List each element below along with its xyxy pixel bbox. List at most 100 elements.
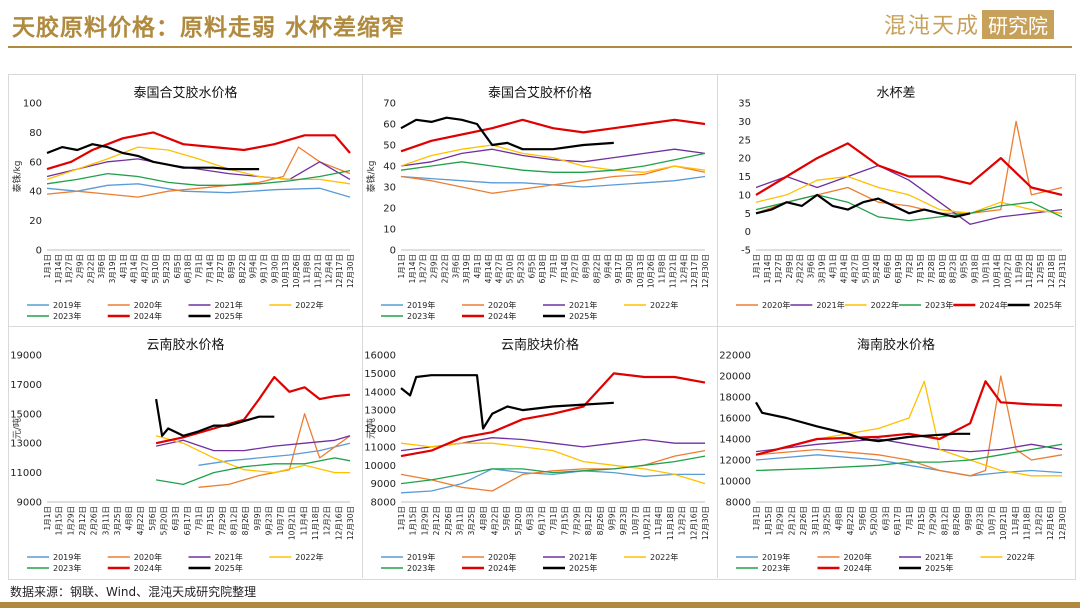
y-tick-label: 40 xyxy=(383,162,396,173)
x-tick-label: 10月13日 xyxy=(281,254,290,288)
x-tick-label: 2月22日 xyxy=(86,254,95,283)
x-tick-label: 6月18日 xyxy=(538,254,547,283)
series-line-2023 xyxy=(46,169,351,186)
series-line-2023 xyxy=(400,455,706,485)
legend-label: 2021年 xyxy=(215,552,243,562)
y-tick-label: 9000 xyxy=(17,498,42,509)
x-tick-label: 10月13日 xyxy=(636,254,645,288)
y-tick-label: 20 xyxy=(738,154,751,165)
y-tick-label: 35 xyxy=(738,99,751,110)
x-tick-label: 2月9日 xyxy=(430,254,439,279)
legend-label: 2025年 xyxy=(569,311,597,321)
x-tick-label: 11月18日 xyxy=(666,506,675,540)
x-tick-label: 4月1日 xyxy=(473,254,482,279)
x-tick-label: 6月17日 xyxy=(537,506,546,535)
x-tick-label: 5月23日 xyxy=(516,254,525,283)
x-tick-label: 4月14日 xyxy=(839,254,848,283)
x-tick-label: 12月2日 xyxy=(1034,506,1043,535)
x-tick-label: 3月25日 xyxy=(823,506,832,535)
x-tick-label: 7月27日 xyxy=(571,254,580,283)
chart-title: 水杯差 xyxy=(876,86,915,101)
legend-label: 2020年 xyxy=(488,552,516,562)
x-tick-label: 2月26日 xyxy=(90,506,99,535)
x-tick-label: 3月11日 xyxy=(455,506,464,535)
legend-item: 2022年 xyxy=(844,300,899,310)
x-tick-label: 5月10日 xyxy=(506,254,515,283)
x-tick-label: 12月17日 xyxy=(690,254,699,288)
legend-item: 2021年 xyxy=(790,300,845,310)
y-tick-label: 20000 xyxy=(719,372,751,383)
x-tick-label: 1月27日 xyxy=(65,254,74,283)
legend-item: 2024年 xyxy=(107,563,162,573)
series-line-2019 xyxy=(400,468,705,494)
x-tick-label: 10月26日 xyxy=(647,254,656,288)
series-line-2024 xyxy=(755,142,1063,196)
x-tick-label: 3月11日 xyxy=(101,506,110,535)
x-tick-label: 10月21日 xyxy=(643,506,652,540)
legend-item: 2020年 xyxy=(817,552,872,562)
x-tick-label: 4月27日 xyxy=(140,254,149,283)
legend-label: 2019年 xyxy=(407,300,435,310)
x-tick-label: 8月12日 xyxy=(229,506,238,535)
series-line-2024 xyxy=(755,380,1063,456)
y-tick-label: 80 xyxy=(29,128,42,139)
x-tick-label: 8月12日 xyxy=(584,506,593,535)
x-tick-label: 7月27日 xyxy=(216,254,225,283)
legend-item: 2024年 xyxy=(953,300,1008,310)
x-tick-label: 1月29日 xyxy=(420,506,429,535)
x-tick-label: 7月1日 xyxy=(195,506,204,531)
x-tick-label: 1月1日 xyxy=(397,254,406,279)
legend-label: 2022年 xyxy=(650,552,678,562)
x-tick-label: 3月11日 xyxy=(811,506,820,535)
legend-label: 2020年 xyxy=(488,300,516,310)
series-line-2021 xyxy=(155,435,351,452)
x-tick-label: 5月10日 xyxy=(151,254,160,283)
x-tick-label: 5月20日 xyxy=(160,506,169,535)
y-tick-label: 12000 xyxy=(719,456,751,467)
legend-item: 2019年 xyxy=(27,552,81,562)
legend-item: 2023年 xyxy=(381,311,435,321)
legend-item: 2021年 xyxy=(188,552,243,562)
x-tick-label: 10月21日 xyxy=(999,506,1008,540)
legend-label: 2021年 xyxy=(816,300,844,310)
y-tick-label: 19000 xyxy=(10,351,42,362)
y-tick-label: 17000 xyxy=(10,380,42,391)
x-tick-label: 10月26日 xyxy=(292,254,301,288)
x-tick-label: 11月4日 xyxy=(299,506,308,535)
legend-label: 2025年 xyxy=(569,563,597,573)
series-line-2023 xyxy=(400,152,706,173)
x-tick-label: 12月30日 xyxy=(1058,506,1067,540)
series-line-2025 xyxy=(755,401,971,443)
x-tick-label: 6月3日 xyxy=(881,506,890,531)
x-tick-label: 6月3日 xyxy=(171,506,180,531)
page-title: 天胶原料价格：原料走弱 水杯差缩窄 xyxy=(12,14,406,41)
series-line-2024 xyxy=(155,375,351,445)
legend-label: 2024年 xyxy=(844,563,872,573)
x-tick-label: 12月16日 xyxy=(1046,506,1055,540)
legend-item: 2025年 xyxy=(543,311,597,321)
x-tick-label: 10月7日 xyxy=(631,506,640,535)
x-tick-label: 1月14日 xyxy=(54,254,63,283)
chart-title: 云南胶块价格 xyxy=(501,337,579,353)
y-tick-label: 22000 xyxy=(719,351,751,362)
legend-item: 2022年 xyxy=(269,300,324,310)
x-tick-label: 11月4日 xyxy=(1011,506,1020,535)
chart-title: 云南胶水价格 xyxy=(146,337,224,353)
legend-label: 2021年 xyxy=(569,300,597,310)
x-tick-label: 2月12日 xyxy=(432,506,441,535)
legend-label: 2025年 xyxy=(925,563,953,573)
legend-label: 2023年 xyxy=(925,300,953,310)
x-tick-label: 3月6日 xyxy=(807,254,816,279)
x-tick-label: 7月1日 xyxy=(905,506,914,531)
legend-label: 2023年 xyxy=(53,563,81,573)
legend-item: 2022年 xyxy=(624,300,678,310)
x-tick-label: 9月18日 xyxy=(971,254,980,283)
x-tick-label: 7月14日 xyxy=(205,254,214,283)
x-tick-label: 7月28日 xyxy=(927,254,936,283)
x-tick-label: 2月22日 xyxy=(440,254,449,283)
x-tick-label: 3月19日 xyxy=(818,254,827,283)
x-tick-label: 4月8日 xyxy=(125,506,134,531)
series-line-2021 xyxy=(46,158,351,181)
x-tick-label: 9月4日 xyxy=(603,254,612,279)
